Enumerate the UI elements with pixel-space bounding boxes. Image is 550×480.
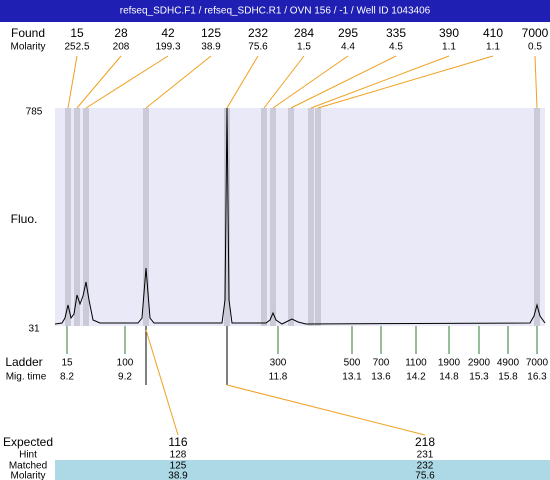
peak-band (74, 108, 80, 326)
found-size: 28 (114, 26, 128, 40)
peak-band (224, 108, 230, 326)
ladder-size: 1100 (405, 358, 427, 369)
found-size: 7000 (522, 26, 549, 40)
found-molarity: 252.5 (64, 42, 89, 53)
connector (226, 384, 426, 436)
ladder-size: 4900 (497, 358, 520, 369)
found-molarity: 1.1 (442, 42, 456, 53)
ladder-size: 300 (270, 358, 287, 369)
title: refseq_SDHC.F1 / refseq_SDHC.R1 / OVN 15… (120, 6, 431, 17)
molarity-label: Molarity (10, 42, 45, 53)
peak-band (143, 108, 149, 326)
found-size: 232 (248, 26, 268, 40)
connector (145, 329, 179, 436)
mig-time: 11.8 (269, 372, 288, 383)
found-molarity: 4.4 (341, 42, 355, 53)
connector (145, 55, 212, 109)
title-bar (0, 0, 550, 22)
ladder-label: Ladder (5, 355, 42, 369)
peak-band (65, 108, 71, 326)
matched-band (55, 460, 550, 480)
connector (310, 55, 450, 109)
connector (290, 55, 397, 109)
mig-time: 13.6 (371, 372, 391, 383)
found-size: 390 (439, 26, 459, 40)
found-size: 15 (70, 26, 84, 40)
y-max: 785 (26, 107, 43, 118)
found-molarity: 4.5 (389, 42, 403, 53)
expected-hint: 231 (417, 450, 434, 461)
ladder-size: 15 (61, 358, 73, 369)
peak-band (315, 108, 321, 326)
found-size: 284 (294, 26, 314, 40)
peak-band (288, 108, 294, 326)
expected-expected: 116 (168, 435, 187, 449)
mig-label: Mig. time (6, 372, 47, 383)
connector (67, 55, 78, 109)
row-label: Matched (9, 461, 47, 472)
y-label: Fluo. (11, 212, 38, 226)
connector (263, 55, 305, 109)
mig-time: 14.8 (439, 372, 459, 383)
ladder-size: 2900 (468, 358, 491, 369)
peak-band (534, 108, 540, 326)
connector (272, 55, 349, 109)
found-molarity: 1.5 (297, 42, 311, 53)
ladder-size: 700 (373, 358, 390, 369)
mig-time: 13.1 (342, 372, 362, 383)
peak-band (261, 108, 267, 326)
ladder-size: 7000 (526, 358, 549, 369)
ladder-size: 500 (344, 358, 361, 369)
found-size: 125 (201, 26, 221, 40)
mig-time: 14.2 (406, 372, 426, 383)
expected-hint: 128 (170, 450, 187, 461)
mig-time: 8.2 (60, 372, 74, 383)
trace (54, 107, 546, 325)
ladder-size: 1900 (438, 358, 461, 369)
row-label: Hint (19, 450, 37, 461)
mig-time: 15.8 (498, 372, 518, 383)
mig-time: 16.3 (527, 372, 547, 383)
connector (534, 55, 538, 109)
connector (76, 55, 122, 109)
found-molarity: 199.3 (155, 42, 180, 53)
found-size: 335 (386, 26, 406, 40)
mig-time: 9.2 (118, 372, 132, 383)
ladder-size: 100 (117, 358, 134, 369)
expected-molarity: 75.6 (415, 471, 435, 480)
found-molarity: 38.9 (201, 42, 221, 53)
connector (85, 55, 169, 109)
row-label: Molarity (10, 471, 45, 480)
found-molarity: 75.6 (248, 42, 268, 53)
mig-time: 15.3 (469, 372, 489, 383)
expected-matched: 125 (170, 461, 187, 472)
found-size: 42 (161, 26, 175, 40)
found-size: 410 (483, 26, 503, 40)
peak-band (83, 108, 89, 326)
expected-molarity: 38.9 (168, 471, 188, 480)
found-label: Found (11, 26, 45, 40)
expected-expected: 218 (415, 435, 435, 449)
peak-band (308, 108, 314, 326)
found-molarity: 208 (113, 42, 130, 53)
y-min: 31 (28, 324, 40, 335)
found-size: 295 (338, 26, 358, 40)
peak-band (270, 108, 276, 326)
expected-matched: 232 (417, 461, 434, 472)
found-molarity: 0.5 (528, 42, 542, 53)
plot-area (55, 108, 545, 326)
connector (317, 55, 494, 109)
connector (226, 55, 259, 109)
found-molarity: 1.1 (486, 42, 500, 53)
row-label: Expected (3, 435, 53, 449)
